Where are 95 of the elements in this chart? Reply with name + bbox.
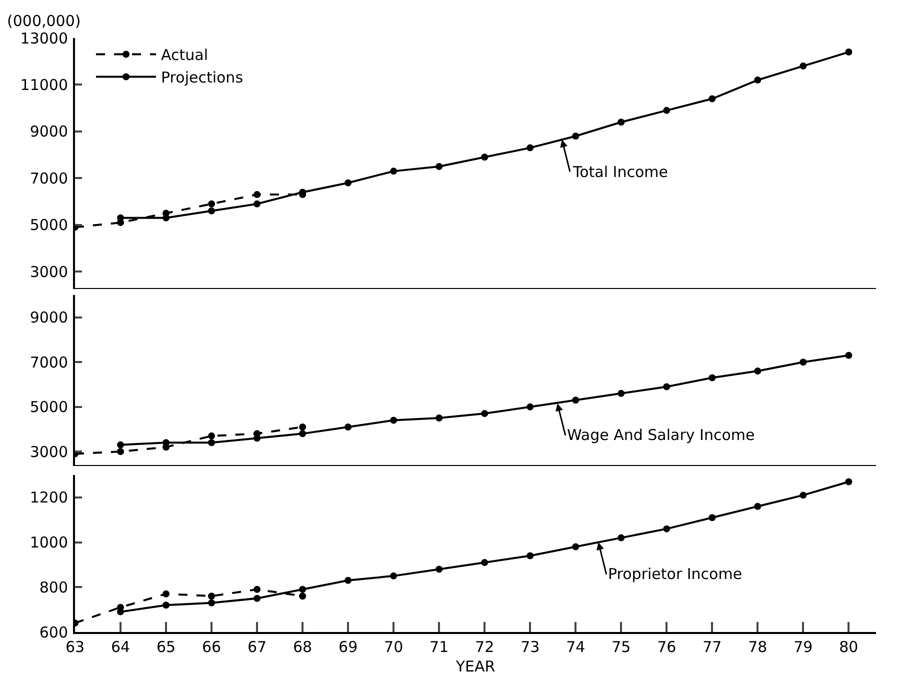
point	[618, 534, 625, 542]
point	[663, 525, 670, 532]
point	[708, 95, 716, 102]
point	[663, 106, 670, 114]
y-tick-label: 5000	[30, 216, 68, 234]
x-tick-label: 71	[430, 638, 449, 656]
annotation: Total Income	[572, 163, 668, 181]
point	[481, 558, 488, 566]
x-tick-label: 66	[202, 638, 222, 656]
point	[572, 132, 580, 140]
point	[299, 423, 306, 430]
point	[754, 502, 762, 510]
y-tick-label: 1000	[30, 534, 68, 552]
y-tick-label: 9000	[30, 308, 68, 327]
point	[208, 599, 216, 606]
y-tick-label: 800	[39, 578, 68, 596]
point	[708, 374, 716, 382]
point	[208, 200, 216, 208]
point	[754, 368, 762, 375]
legend-label: Projections	[161, 68, 244, 87]
point	[800, 492, 807, 499]
point	[344, 179, 352, 186]
x-tick-label: 67	[248, 638, 267, 656]
x-tick-label: 68	[293, 638, 312, 656]
point	[845, 478, 852, 486]
point	[663, 383, 670, 390]
point	[254, 586, 261, 593]
point	[299, 586, 306, 593]
point	[390, 416, 398, 424]
point	[618, 390, 625, 397]
point	[117, 441, 124, 448]
point	[390, 572, 398, 580]
point	[254, 434, 261, 442]
point	[299, 592, 306, 600]
x-tick-label: 80	[839, 638, 858, 656]
point	[800, 358, 807, 366]
x-tick-label: 77	[702, 638, 722, 656]
y-tick-label: 600	[39, 623, 68, 642]
annotation: Wage And Salary Income	[567, 426, 755, 444]
x-tick-label: 76	[657, 638, 676, 656]
x-tick-label: 75	[612, 638, 631, 656]
y-tick-label: 13000	[20, 29, 68, 48]
y-axis-title: (000,000)	[7, 12, 81, 30]
point	[708, 514, 716, 522]
point	[526, 403, 534, 410]
legend-label: Actual	[161, 46, 208, 64]
point	[436, 566, 443, 573]
point	[481, 154, 488, 161]
y-tick-label: 3000	[30, 442, 68, 461]
point	[436, 163, 443, 170]
x-tick-label: 74	[566, 638, 586, 656]
point	[754, 76, 762, 84]
x-tick-label: 79	[794, 638, 813, 656]
point	[208, 439, 216, 446]
point	[299, 430, 306, 438]
x-tick-label: 65	[156, 638, 176, 656]
point	[845, 48, 852, 56]
x-tick-label: 72	[475, 638, 494, 656]
y-tick-label: 11000	[20, 76, 68, 94]
y-tick-label: 9000	[30, 122, 68, 141]
x-tick-label: 78	[748, 638, 768, 656]
y-tick-label: 5000	[30, 398, 68, 416]
point	[162, 590, 170, 598]
point	[117, 448, 124, 456]
point	[481, 410, 488, 418]
point	[254, 200, 261, 208]
point	[436, 414, 443, 422]
point	[162, 602, 170, 609]
point	[208, 207, 216, 214]
point	[800, 62, 807, 70]
point	[572, 396, 580, 404]
y-tick-label: 1200	[30, 488, 68, 507]
x-tick-label: 64	[110, 638, 130, 656]
annotation: Proprietor Income	[608, 565, 742, 583]
point	[526, 144, 534, 152]
point	[845, 352, 852, 359]
point	[254, 191, 261, 198]
point	[526, 552, 534, 560]
point	[208, 592, 216, 600]
y-tick-label: 7000	[30, 169, 68, 188]
point	[344, 576, 352, 584]
x-tick-label: 69	[338, 638, 358, 656]
point	[344, 423, 352, 430]
x-tick-label: 73	[520, 638, 540, 656]
x-tick-label: 63	[65, 638, 85, 656]
point	[572, 543, 580, 550]
y-tick-label: 3000	[30, 262, 68, 281]
point	[117, 214, 124, 222]
point	[618, 118, 625, 126]
point	[208, 432, 216, 440]
x-axis-title: YEAR	[454, 658, 496, 676]
point	[254, 594, 261, 602]
point	[390, 168, 398, 175]
y-tick-label: 7000	[30, 353, 68, 372]
x-tick-label: 70	[384, 638, 404, 656]
